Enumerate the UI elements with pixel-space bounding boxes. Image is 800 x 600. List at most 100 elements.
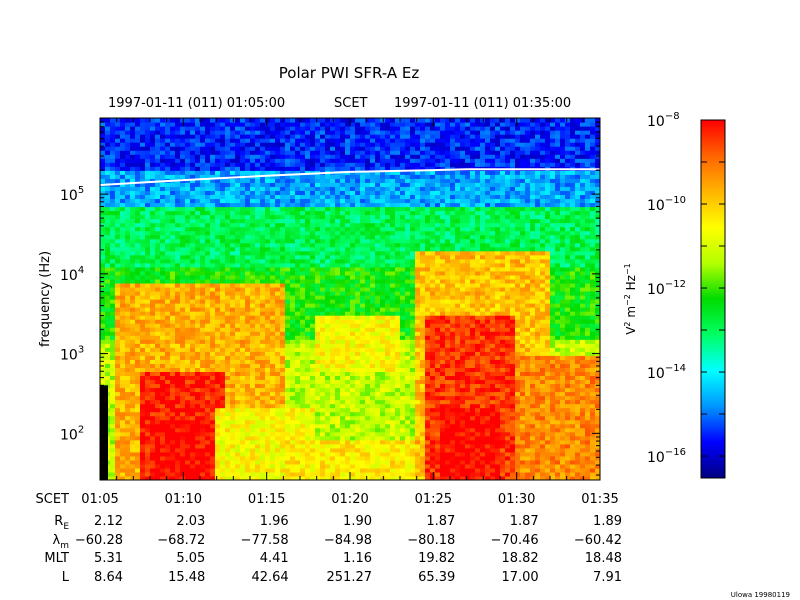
spectrogram-cell	[160, 210, 166, 216]
spectrogram-cell	[365, 427, 371, 433]
spectrogram-cell	[215, 286, 221, 292]
spectrogram-cell	[335, 419, 341, 425]
spectrogram-cell	[220, 258, 226, 264]
spectrogram-cell	[255, 206, 261, 212]
spectrogram-cell	[310, 278, 316, 284]
spectrogram-cell	[320, 182, 326, 187]
spectrogram-cell	[175, 299, 181, 304]
spectrogram-cell	[100, 335, 106, 340]
spectrogram-cell	[100, 118, 106, 123]
spectrogram-cell	[285, 134, 291, 139]
spectrogram-cell	[210, 234, 216, 240]
spectrogram-cell	[110, 210, 116, 216]
spectrogram-cell	[125, 371, 131, 377]
spectrogram-cell	[155, 242, 161, 248]
spectrogram-cell	[240, 475, 246, 480]
spectrogram-cell	[155, 266, 161, 272]
spectrogram-cell	[270, 347, 276, 352]
spectrogram-cell	[170, 351, 176, 356]
spectrogram-cell	[270, 323, 276, 328]
spectrogram-cell	[290, 122, 296, 127]
spectrogram-cell	[210, 190, 216, 196]
spectrogram-cell	[340, 315, 346, 320]
spectrogram-cell	[220, 182, 226, 187]
spectrogram-cell	[100, 226, 106, 232]
spectrogram-cell	[265, 343, 271, 348]
spectrogram-cell	[365, 278, 371, 284]
spectrogram-cell	[170, 118, 176, 123]
spectrogram-cell	[200, 190, 206, 196]
spectrogram-cell	[305, 339, 311, 344]
spectrogram-cell	[135, 307, 141, 312]
spectrogram-cell	[365, 162, 371, 167]
spectrogram-cell	[360, 146, 366, 151]
spectrogram-cell	[190, 403, 196, 409]
spectrogram-cell	[275, 210, 281, 216]
spectrogram-cell	[350, 443, 356, 449]
spectrogram-cell	[220, 186, 226, 191]
spectrogram-cell	[145, 443, 151, 449]
spectrogram-cell	[100, 142, 106, 147]
spectrogram-cell	[215, 427, 221, 433]
spectrogram-cell	[115, 439, 121, 445]
spectrogram-cell	[190, 371, 196, 377]
spectrogram-cell	[315, 419, 321, 425]
spectrogram-cell	[255, 230, 261, 236]
spectrogram-cell	[270, 202, 276, 208]
spectrogram-cell	[305, 375, 311, 381]
spectrogram-cell	[330, 367, 336, 372]
spectrogram-cell	[175, 351, 181, 356]
spectrogram-cell	[160, 238, 166, 244]
spectrogram-cell	[280, 427, 286, 433]
spectrogram-cell	[260, 146, 266, 151]
spectrogram-cell	[290, 202, 296, 208]
spectrogram-cell	[140, 391, 146, 397]
spectrogram-cell	[140, 443, 146, 449]
spectrogram-cell	[325, 118, 331, 123]
spectrogram-cell	[355, 303, 361, 308]
spectrogram-cell	[360, 363, 366, 368]
spectrogram-cell	[365, 371, 371, 377]
spectrogram-cell	[265, 423, 271, 429]
spectrogram-cell	[250, 415, 256, 421]
spectrogram-cell	[310, 270, 316, 276]
spectrogram-cell	[315, 467, 321, 473]
spectrogram-cell	[155, 387, 161, 393]
spectrogram-cell	[285, 423, 291, 429]
spectrogram-cell	[175, 202, 181, 208]
spectrogram-cell	[335, 463, 341, 469]
spectrogram-cell	[240, 439, 246, 445]
spectrogram-cell	[310, 431, 316, 437]
spectrogram-cell	[290, 150, 296, 155]
spectrogram-cell	[275, 411, 281, 417]
spectrogram-cell	[245, 230, 251, 236]
spectrogram-cell	[115, 411, 121, 417]
spectrogram-cell	[290, 415, 296, 421]
spectrogram-cell	[310, 222, 316, 228]
spectrogram-cell	[295, 439, 301, 445]
spectrogram-cell	[115, 319, 121, 324]
spectrogram-cell	[180, 447, 186, 453]
spectrogram-cell	[365, 455, 371, 461]
spectrogram-cell	[150, 226, 156, 232]
spectrogram-cell	[230, 391, 236, 397]
spectrogram-cell	[195, 427, 201, 433]
spectrogram-cell	[280, 254, 286, 260]
spectrogram-cell	[275, 399, 281, 405]
spectrogram-cell	[315, 214, 321, 220]
spectrogram-cell	[140, 359, 146, 364]
spectrogram-cell	[220, 194, 226, 200]
spectrogram-cell	[105, 238, 111, 244]
spectrogram-cell	[175, 270, 181, 276]
spectrogram-cell	[260, 391, 266, 397]
spectrogram-cell	[235, 134, 241, 139]
spectrogram-cell	[230, 278, 236, 284]
spectrogram-cell	[160, 262, 166, 268]
spectrogram-cell	[355, 118, 361, 123]
spectrogram-cell	[320, 150, 326, 155]
spectrogram-cell	[100, 178, 106, 183]
spectrogram-cell	[245, 250, 251, 256]
spectrogram-cell	[305, 299, 311, 304]
spectrogram-cell	[245, 475, 251, 480]
spectrogram-cell	[215, 230, 221, 236]
